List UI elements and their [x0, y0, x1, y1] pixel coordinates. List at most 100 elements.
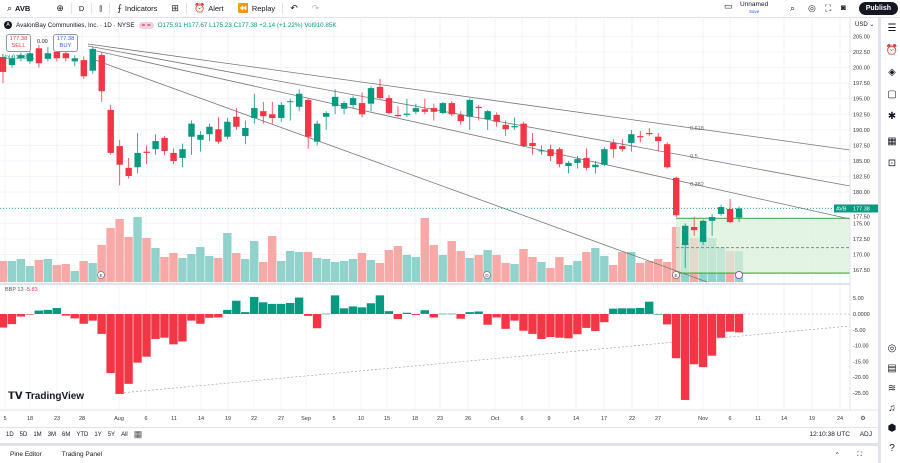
- candle[interactable]: [35, 48, 43, 64]
- candle[interactable]: [304, 99, 312, 137]
- templates-button[interactable]: ⊞: [164, 0, 186, 18]
- candle[interactable]: [313, 123, 321, 142]
- camera-icon[interactable]: ◙: [841, 3, 846, 12]
- buy-button[interactable]: 177.38 BUY: [53, 34, 78, 52]
- chart-canvas[interactable]: 0.618 0.5 0.382 E D E USD ⌄ 205.00 202.50 200.00 1…: [0, 0, 878, 428]
- candle[interactable]: [628, 134, 635, 143]
- candle[interactable]: [502, 124, 509, 130]
- indicators-button[interactable]: ⨍ Indicators: [110, 0, 164, 18]
- candle[interactable]: [664, 144, 671, 168]
- event-marker-e[interactable]: [97, 271, 105, 279]
- dom-icon[interactable]: ▦: [887, 136, 897, 147]
- candle[interactable]: [646, 132, 653, 135]
- candle[interactable]: [520, 123, 527, 147]
- candle[interactable]: [62, 53, 70, 59]
- candle[interactable]: [681, 225, 689, 246]
- redo-button[interactable]: ↷: [305, 0, 327, 18]
- split-event-icon[interactable]: [735, 271, 743, 279]
- clock[interactable]: 12:10:38 UTC: [809, 431, 850, 438]
- candle[interactable]: [574, 159, 581, 163]
- apps-icon[interactable]: ⬢: [887, 423, 897, 434]
- trend-line[interactable]: [87, 43, 851, 151]
- candle[interactable]: [358, 103, 366, 115]
- candle[interactable]: [322, 113, 330, 117]
- candle[interactable]: [278, 104, 285, 119]
- axis-settings-icon[interactable]: ⚙: [860, 415, 865, 422]
- candle[interactable]: [466, 99, 473, 117]
- candle[interactable]: [224, 121, 231, 137]
- symbol-title[interactable]: AvalonBay Communities, Inc. · 1D · NYSE: [16, 21, 135, 29]
- currency-label[interactable]: USD ⌄: [855, 22, 874, 28]
- range-1y[interactable]: 1Y: [94, 431, 102, 438]
- candle[interactable]: [179, 149, 186, 158]
- candle[interactable]: [385, 98, 393, 114]
- candle[interactable]: [511, 126, 518, 128]
- candle[interactable]: [412, 108, 420, 112]
- ideas-icon[interactable]: ✱: [887, 111, 897, 122]
- help-icon[interactable]: ?: [889, 443, 895, 454]
- candle[interactable]: [673, 177, 680, 216]
- alert-button[interactable]: ⏰ Alert: [187, 0, 231, 18]
- candle[interactable]: [8, 58, 16, 66]
- candle[interactable]: [107, 109, 114, 153]
- trend-line[interactable]: [91, 49, 851, 220]
- candle[interactable]: [260, 111, 267, 117]
- tab-pine-editor[interactable]: Pine Editor: [10, 451, 42, 458]
- candle[interactable]: [215, 129, 222, 142]
- undo-button[interactable]: ↶: [283, 0, 305, 18]
- maximize-panel-icon[interactable]: ⛶: [857, 450, 862, 458]
- candle[interactable]: [188, 123, 195, 137]
- event-marker-d[interactable]: [483, 271, 491, 279]
- range-ytd[interactable]: YTD: [76, 431, 89, 438]
- notifications-icon[interactable]: ♫: [888, 403, 896, 414]
- candle[interactable]: [592, 164, 599, 168]
- sell-button[interactable]: 177.38 SELL: [6, 34, 31, 52]
- chat-icon[interactable]: ▢: [887, 89, 897, 100]
- candle[interactable]: [17, 55, 25, 59]
- candle[interactable]: [71, 58, 79, 62]
- candle[interactable]: [565, 162, 572, 166]
- candle[interactable]: [655, 136, 662, 142]
- candle[interactable]: [475, 106, 482, 109]
- candle[interactable]: [125, 167, 132, 176]
- candle[interactable]: [735, 208, 743, 218]
- range-5d[interactable]: 5D: [19, 431, 28, 438]
- candle[interactable]: [89, 48, 96, 71]
- candle[interactable]: [143, 151, 150, 153]
- candle[interactable]: [484, 111, 491, 120]
- candle[interactable]: [556, 149, 563, 165]
- candle[interactable]: [717, 207, 725, 214]
- event-marker-e[interactable]: [672, 271, 680, 279]
- price-axis[interactable]: [850, 18, 878, 410]
- candle[interactable]: [690, 227, 698, 231]
- candle[interactable]: [152, 141, 159, 150]
- layers-icon[interactable]: ◈: [888, 67, 896, 78]
- mic-icon[interactable]: ⊡: [887, 158, 897, 169]
- candle[interactable]: [529, 142, 536, 147]
- candle[interactable]: [287, 101, 294, 103]
- candle[interactable]: [601, 149, 608, 165]
- publish-button[interactable]: Publish: [858, 2, 898, 15]
- candle[interactable]: [296, 93, 303, 107]
- collapse-panel-icon[interactable]: ⌃: [834, 451, 840, 459]
- candle[interactable]: [403, 113, 411, 115]
- range-3m[interactable]: 3M: [47, 431, 57, 438]
- candle[interactable]: [708, 217, 716, 221]
- candle[interactable]: [376, 86, 384, 99]
- candle[interactable]: [26, 53, 34, 62]
- candle[interactable]: [134, 152, 141, 168]
- candle[interactable]: [637, 136, 644, 138]
- range-all[interactable]: All: [121, 431, 128, 438]
- calendar-icon[interactable]: ▤: [887, 363, 897, 374]
- stream-icon[interactable]: ≋: [887, 383, 897, 394]
- range-1d[interactable]: 1D: [6, 431, 14, 438]
- interval-button[interactable]: D: [72, 0, 91, 18]
- trend-line[interactable]: [94, 59, 708, 283]
- fullscreen-icon[interactable]: ⛶: [825, 3, 832, 13]
- candle[interactable]: [439, 103, 447, 114]
- candle[interactable]: [619, 146, 626, 150]
- candle[interactable]: [0, 56, 7, 72]
- watchlist-icon[interactable]: ☰: [887, 23, 897, 34]
- candle[interactable]: [269, 114, 276, 119]
- symbol-search[interactable]: ⌕ AVB: [0, 0, 37, 18]
